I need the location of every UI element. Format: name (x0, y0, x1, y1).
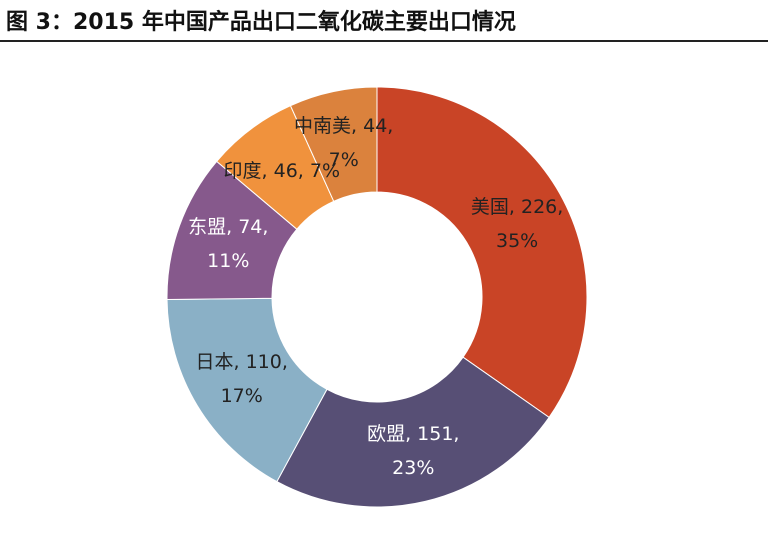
data-label: 东盟, 74, 11% (188, 215, 269, 272)
data-label: 美国, 226, 35% (470, 196, 564, 252)
donut-segment (376, 86, 588, 419)
data-label: 欧盟, 151, 23% (367, 422, 460, 479)
chart-title: 图 3：2015 年中国产品出口二氧化碳主要出口情况 (6, 10, 516, 35)
donut-segment (276, 356, 550, 508)
title-rule (0, 40, 768, 42)
data-label: 印度, 46, 7% (223, 159, 341, 182)
data-label: 中南美, 44, 7% (294, 114, 394, 171)
data-label: 日本, 110, 17% (195, 350, 288, 407)
donut-segment (166, 297, 328, 483)
donut-segment (289, 86, 378, 202)
